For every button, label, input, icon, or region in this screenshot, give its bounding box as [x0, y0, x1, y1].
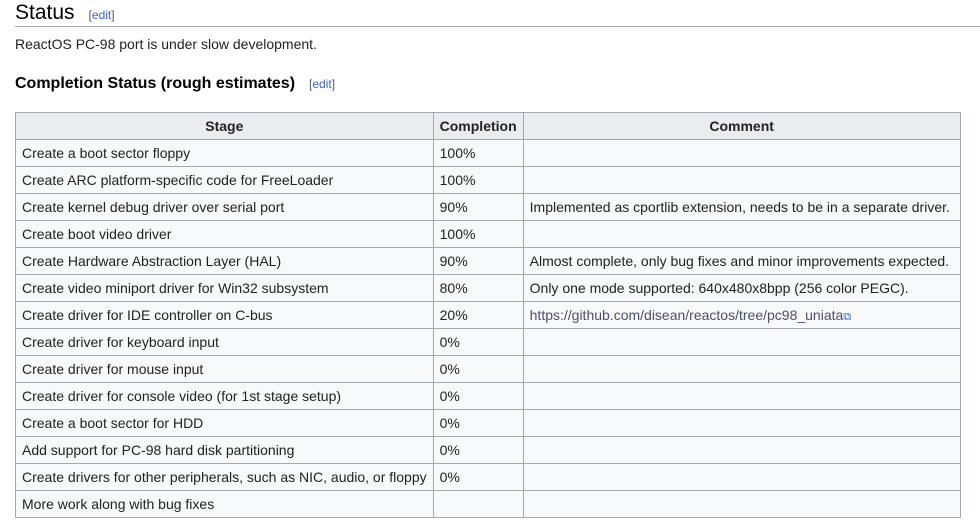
- cell-comment: https://github.com/disean/reactos/tree/p…: [522, 301, 961, 329]
- cell-completion: 90%: [432, 193, 524, 221]
- table-row: Create a boot sector floppy 100%: [15, 139, 961, 167]
- external-link-icon: ⧉: [843, 310, 852, 323]
- table-row: Add support for PC-98 hard disk partitio…: [15, 436, 961, 464]
- cell-stage: Create video miniport driver for Win32 s…: [15, 274, 434, 302]
- cell-stage: Create Hardware Abstraction Layer (HAL): [15, 247, 434, 275]
- cell-completion: 0%: [432, 328, 524, 356]
- cell-stage: Create a boot sector for HDD: [15, 409, 434, 437]
- cell-stage: Create kernel debug driver over serial p…: [15, 193, 434, 221]
- table-row: Create drivers for other peripherals, su…: [15, 463, 961, 491]
- cell-comment: [522, 436, 961, 464]
- table-row: Create driver for console video (for 1st…: [15, 382, 961, 410]
- header-stage: Stage: [15, 112, 434, 140]
- table-row: Create driver for IDE controller on C-bu…: [15, 301, 961, 329]
- cell-comment: [522, 220, 961, 248]
- section-heading: Status [edit]: [15, 0, 980, 27]
- cell-stage: Create driver for mouse input: [15, 355, 434, 383]
- cell-comment: Almost complete, only bug fixes and mino…: [522, 247, 961, 275]
- comment-link[interactable]: https://github.com/disean/reactos/tree/p…: [529, 306, 844, 323]
- cell-completion: 0%: [432, 463, 524, 491]
- table-row: Create driver for mouse input 0%: [15, 355, 961, 383]
- cell-stage: More work along with bug fixes: [15, 490, 434, 518]
- table-row: Create video miniport driver for Win32 s…: [15, 274, 961, 302]
- cell-comment: [522, 409, 961, 437]
- edit-subsection-link[interactable]: [edit]: [309, 77, 336, 91]
- cell-completion: 100%: [432, 220, 524, 248]
- edit-section-link[interactable]: [edit]: [88, 8, 115, 22]
- cell-stage: Create a boot sector floppy: [15, 139, 434, 167]
- cell-completion: 0%: [432, 355, 524, 383]
- cell-stage: Create driver for console video (for 1st…: [15, 382, 434, 410]
- cell-completion: [432, 490, 524, 518]
- cell-comment: [522, 463, 961, 491]
- cell-comment: [522, 166, 961, 194]
- cell-stage: Create boot video driver: [15, 220, 434, 248]
- cell-comment: [522, 382, 961, 410]
- cell-comment: [522, 139, 961, 167]
- cell-stage: Create driver for IDE controller on C-bu…: [15, 301, 434, 329]
- cell-stage: Add support for PC-98 hard disk partitio…: [15, 436, 434, 464]
- completion-table: Stage Completion Comment Create a boot s…: [15, 112, 961, 518]
- cell-comment: [522, 355, 961, 383]
- table-row: Create boot video driver 100%: [15, 220, 961, 248]
- table-row: Create ARC platform-specific code for Fr…: [15, 166, 961, 194]
- cell-completion: 0%: [432, 382, 524, 410]
- cell-completion: 100%: [432, 166, 524, 194]
- cell-comment: [522, 328, 961, 356]
- subsection-heading: Completion Status (rough estimates) [edit…: [15, 75, 336, 92]
- cell-stage: Create ARC platform-specific code for Fr…: [15, 166, 434, 194]
- cell-completion: 90%: [432, 247, 524, 275]
- table-row: Create Hardware Abstraction Layer (HAL) 9…: [15, 247, 961, 275]
- cell-completion: 100%: [432, 139, 524, 167]
- header-comment: Comment: [522, 112, 961, 140]
- cell-comment: [522, 490, 961, 518]
- cell-comment: Only one mode supported: 640x480x8bpp (2…: [522, 274, 961, 302]
- header-completion: Completion: [432, 112, 524, 140]
- cell-completion: 0%: [432, 436, 524, 464]
- cell-completion: 0%: [432, 409, 524, 437]
- cell-stage: Create driver for keyboard input: [15, 328, 434, 356]
- cell-stage: Create drivers for other peripherals, su…: [15, 463, 434, 491]
- table-row: Create driver for keyboard input 0%: [15, 328, 961, 356]
- table-row: More work along with bug fixes: [15, 490, 961, 518]
- cell-comment: Implemented as cportlib extension, needs…: [522, 193, 961, 221]
- section-paragraph: ReactOS PC-98 port is under slow develop…: [15, 36, 317, 52]
- section-title: Status: [15, 1, 75, 24]
- cell-completion: 80%: [432, 274, 524, 302]
- cell-completion: 20%: [432, 301, 524, 329]
- table-row: Create kernel debug driver over serial p…: [15, 193, 961, 221]
- table-row: Create a boot sector for HDD 0%: [15, 409, 961, 437]
